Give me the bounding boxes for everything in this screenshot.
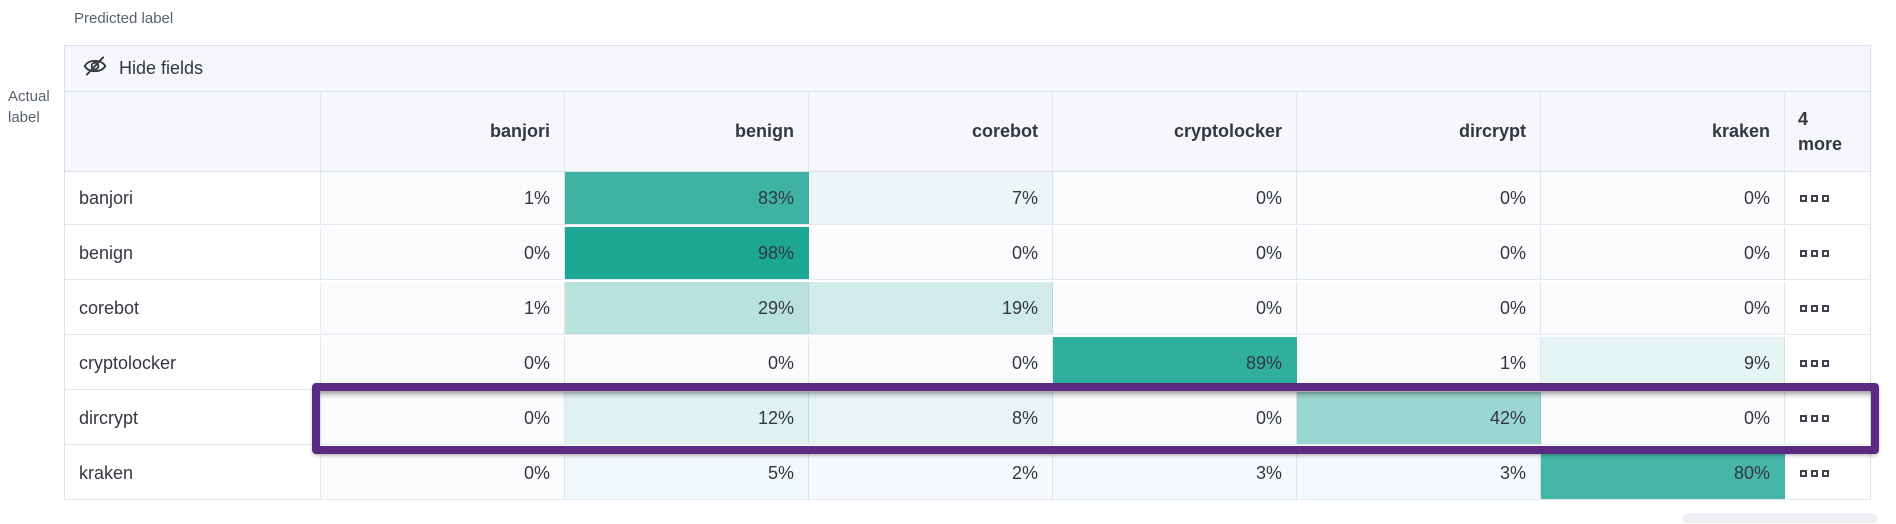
- matrix-cell-cryptolocker-banjori[interactable]: 0%: [321, 337, 565, 389]
- row-actions-cell: [1785, 172, 1870, 224]
- boxes-horizontal-icon: [1811, 469, 1818, 477]
- matrix-cell-cryptolocker-benign[interactable]: 0%: [565, 337, 809, 389]
- boxes-horizontal-icon: [1800, 359, 1807, 367]
- row-actions-cell: [1785, 227, 1870, 279]
- matrix-cell-banjori-corebot[interactable]: 7%: [809, 172, 1053, 224]
- corner-header-cell: [65, 92, 321, 171]
- matrix-cell-kraken-kraken[interactable]: 80%: [1541, 447, 1785, 499]
- table-row-dircrypt: dircrypt 0% 12% 8% 0% 42% 0%: [65, 383, 1879, 454]
- column-header-cryptolocker[interactable]: cryptolocker: [1053, 92, 1297, 171]
- matrix-cell-dircrypt-corebot[interactable]: 8%: [809, 392, 1053, 444]
- matrix-cell-benign-cryptolocker[interactable]: 0%: [1053, 227, 1297, 279]
- row-label-benign[interactable]: benign: [65, 227, 321, 279]
- matrix-cell-corebot-banjori[interactable]: 1%: [321, 282, 565, 334]
- table-row-kraken: kraken 0% 5% 2% 3% 3% 80%: [65, 447, 1870, 499]
- row-actions-cell: [1785, 447, 1870, 499]
- matrix-cell-banjori-kraken[interactable]: 0%: [1541, 172, 1785, 224]
- eye-closed-icon: [82, 53, 108, 84]
- boxes-horizontal-icon: [1811, 249, 1818, 257]
- boxes-horizontal-icon: [1811, 359, 1818, 367]
- matrix-cell-cryptolocker-kraken[interactable]: 9%: [1541, 337, 1785, 389]
- row-label-kraken[interactable]: kraken: [65, 447, 321, 499]
- row-actions-button[interactable]: [1798, 468, 1831, 479]
- boxes-horizontal-icon: [1800, 194, 1807, 202]
- column-header-corebot[interactable]: corebot: [809, 92, 1053, 171]
- boxes-horizontal-icon: [1822, 194, 1829, 202]
- matrix-cell-dircrypt-kraken[interactable]: 0%: [1541, 392, 1785, 444]
- matrix-cell-dircrypt-cryptolocker[interactable]: 0%: [1053, 392, 1297, 444]
- matrix-cell-corebot-benign[interactable]: 29%: [565, 282, 809, 334]
- boxes-horizontal-icon: [1800, 304, 1807, 312]
- horizontal-scrollbar[interactable]: [1683, 514, 1877, 523]
- row-label-banjori[interactable]: banjori: [65, 172, 321, 224]
- boxes-horizontal-icon: [1822, 414, 1829, 422]
- row-label-dircrypt[interactable]: dircrypt: [65, 392, 321, 444]
- matrix-cell-kraken-benign[interactable]: 5%: [565, 447, 809, 499]
- row-actions-button[interactable]: [1798, 303, 1831, 314]
- predicted-label: Predicted label: [74, 10, 174, 27]
- matrix-cell-benign-banjori[interactable]: 0%: [321, 227, 565, 279]
- actual-label: Actual label: [8, 88, 50, 126]
- matrix-cell-kraken-dircrypt[interactable]: 3%: [1297, 447, 1541, 499]
- hide-fields-label: Hide fields: [119, 58, 204, 78]
- matrix-cell-benign-dircrypt[interactable]: 0%: [1297, 227, 1541, 279]
- column-header-dircrypt[interactable]: dircrypt: [1297, 92, 1541, 171]
- table-row-corebot: corebot 1% 29% 19% 0% 0% 0%: [65, 282, 1870, 334]
- matrix-cell-corebot-cryptolocker[interactable]: 0%: [1053, 282, 1297, 334]
- matrix-cell-banjori-banjori[interactable]: 1%: [321, 172, 565, 224]
- hide-fields-button[interactable]: Hide fields: [82, 53, 203, 84]
- boxes-horizontal-icon: [1822, 469, 1829, 477]
- row-actions-cell: [1785, 392, 1870, 444]
- table-row-benign: benign 0% 98% 0% 0% 0% 0%: [65, 227, 1870, 279]
- matrix-cell-dircrypt-banjori[interactable]: 0%: [321, 392, 565, 444]
- table-row-banjori: banjori 1% 83% 7% 0% 0% 0%: [65, 172, 1870, 224]
- row-actions-button[interactable]: [1798, 358, 1831, 369]
- matrix-cell-kraken-corebot[interactable]: 2%: [809, 447, 1053, 499]
- table-row-cryptolocker: cryptolocker 0% 0% 0% 89% 1% 9%: [65, 337, 1870, 389]
- boxes-horizontal-icon: [1822, 359, 1829, 367]
- matrix-cell-banjori-benign[interactable]: 83%: [565, 172, 809, 224]
- boxes-horizontal-icon: [1811, 414, 1818, 422]
- boxes-horizontal-icon: [1822, 304, 1829, 312]
- row-label-cryptolocker[interactable]: cryptolocker: [65, 337, 321, 389]
- confusion-matrix-table: Hide fields banjori benign corebot cryptolo…: [64, 45, 1879, 500]
- boxes-horizontal-icon: [1822, 249, 1829, 257]
- matrix-body: banjori 1% 83% 7% 0% 0% 0% benign 0% 98% 0% 0% 0% 0% c…: [65, 172, 1879, 499]
- row-actions-cell: [1785, 337, 1870, 389]
- matrix-cell-kraken-banjori[interactable]: 0%: [321, 447, 565, 499]
- matrix-cell-kraken-cryptolocker[interactable]: 3%: [1053, 447, 1297, 499]
- matrix-cell-dircrypt-dircrypt[interactable]: 42%: [1297, 392, 1541, 444]
- matrix-cell-banjori-dircrypt[interactable]: 0%: [1297, 172, 1541, 224]
- row-actions-cell: [1785, 282, 1870, 334]
- row-actions-button[interactable]: [1798, 413, 1831, 424]
- grid-toolbar: Hide fields: [65, 46, 1870, 92]
- more-columns-header[interactable]: 4 more: [1785, 92, 1870, 171]
- matrix-cell-benign-kraken[interactable]: 0%: [1541, 227, 1785, 279]
- matrix-cell-cryptolocker-dircrypt[interactable]: 1%: [1297, 337, 1541, 389]
- column-header-row: banjori benign corebot cryptolocker dircrypt…: [65, 92, 1870, 172]
- more-columns-label: 4 more: [1798, 108, 1843, 154]
- row-actions-button[interactable]: [1798, 248, 1831, 259]
- matrix-cell-banjori-cryptolocker[interactable]: 0%: [1053, 172, 1297, 224]
- matrix-cell-cryptolocker-cryptolocker[interactable]: 89%: [1053, 337, 1297, 389]
- column-header-kraken[interactable]: kraken: [1541, 92, 1785, 171]
- row-actions-button[interactable]: [1798, 193, 1831, 204]
- boxes-horizontal-icon: [1811, 194, 1818, 202]
- matrix-cell-corebot-kraken[interactable]: 0%: [1541, 282, 1785, 334]
- boxes-horizontal-icon: [1800, 249, 1807, 257]
- column-header-banjori[interactable]: banjori: [321, 92, 565, 171]
- matrix-cell-benign-corebot[interactable]: 0%: [809, 227, 1053, 279]
- boxes-horizontal-icon: [1800, 414, 1807, 422]
- matrix-cell-dircrypt-benign[interactable]: 12%: [565, 392, 809, 444]
- matrix-cell-corebot-corebot[interactable]: 19%: [809, 282, 1053, 334]
- matrix-cell-cryptolocker-corebot[interactable]: 0%: [809, 337, 1053, 389]
- matrix-cell-benign-benign[interactable]: 98%: [565, 227, 809, 279]
- column-header-benign[interactable]: benign: [565, 92, 809, 171]
- boxes-horizontal-icon: [1800, 469, 1807, 477]
- row-label-corebot[interactable]: corebot: [65, 282, 321, 334]
- matrix-cell-corebot-dircrypt[interactable]: 0%: [1297, 282, 1541, 334]
- boxes-horizontal-icon: [1811, 304, 1818, 312]
